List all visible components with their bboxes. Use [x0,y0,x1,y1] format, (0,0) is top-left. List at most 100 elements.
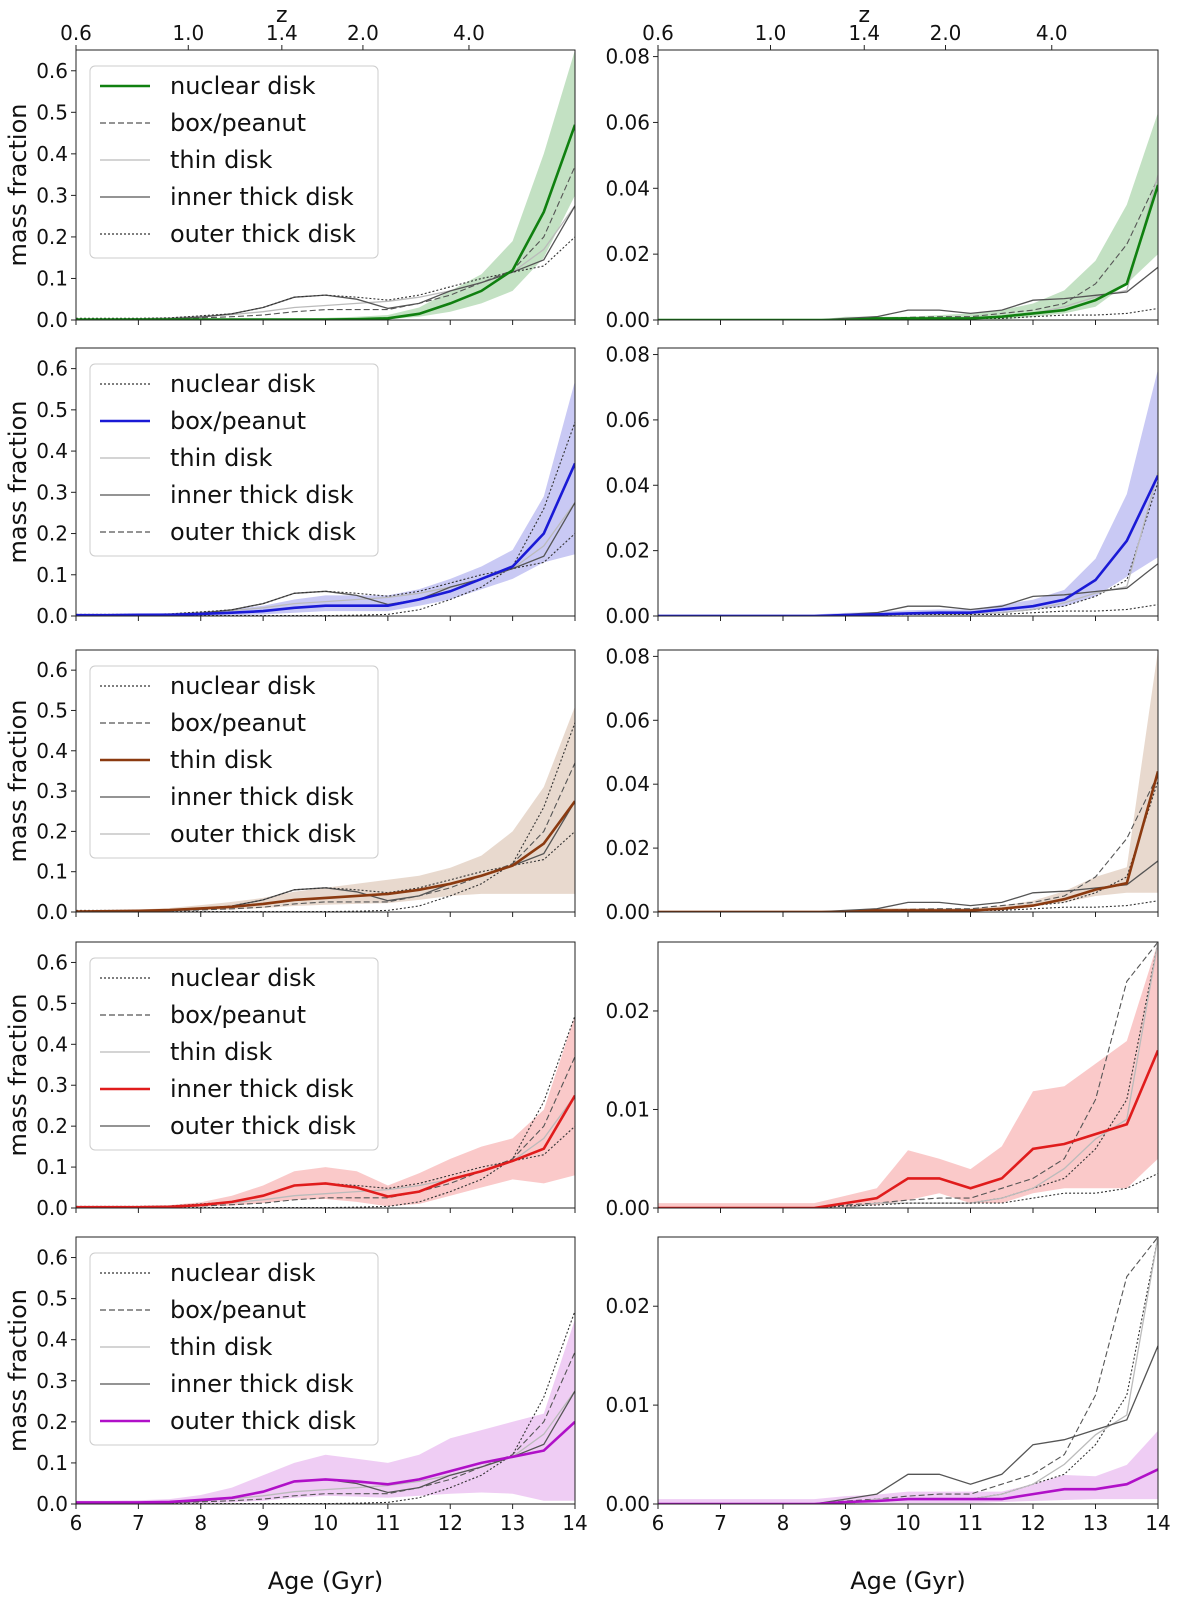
plot-area [658,369,1158,616]
y-tick-label: 0.0 [36,1196,68,1220]
y-tick-label: 0.1 [36,1155,68,1179]
x-axis-label: Age (Gyr) [268,1567,383,1595]
y-tick-label: 0.00 [605,900,650,924]
top-tick-label: 2.0 [930,21,962,45]
plot-area [658,942,1158,1208]
panel-3-right: 0.00 0.02 0.04 0.06 0.08 [605,644,1159,924]
legend-box [89,957,379,1151]
legend-label: outer thick disk [170,518,356,546]
legend-label: thin disk [170,146,273,174]
y-tick-label: 0.6 [36,59,68,83]
legend-label: outer thick disk [170,1407,356,1435]
x-tick-label: 11 [958,1511,983,1535]
y-tick-label: 0.4 [36,142,68,166]
x-tick-label: 8 [194,1511,207,1535]
x-axis-label: Age (Gyr) [850,1567,965,1595]
x-tick-label: 7 [714,1511,727,1535]
top-axis-label: z [858,3,870,28]
x-tick-label: 14 [562,1511,587,1535]
y-tick-label: 0.3 [36,183,68,207]
y-axis-label: mass fraction [4,401,32,564]
y-tick-label: 0.3 [36,779,68,803]
reference-line-box-peanut [658,942,1158,1208]
uncertainty-band [658,942,1158,1208]
y-tick-label: 0.6 [36,658,68,682]
legend-label: nuclear disk [170,964,316,992]
top-tick-label: 1.0 [755,21,787,45]
legend-entry: outer thick disk [100,220,356,248]
reference-line-outer-thick-disk [658,307,1158,320]
legend-box [89,363,379,557]
y-tick-label: 0.08 [605,343,650,367]
reference-line-inner-thick-disk [658,266,1158,320]
y-tick-label: 0.1 [36,1451,68,1475]
uncertainty-band [76,706,575,912]
y-tick-label: 0.08 [605,45,650,69]
legend-entry: inner thick disk [100,183,354,211]
y-axis-label: mass fraction [4,1289,32,1452]
main-line-inner-thick-disk [76,1094,575,1208]
y-tick-label: 0.06 [605,408,650,432]
x-tick-label: 8 [777,1511,790,1535]
legend-label: nuclear disk [170,370,316,398]
y-tick-label: 0.1 [36,860,68,884]
top-tick-label: 2.0 [347,21,379,45]
y-tick-label: 0.4 [36,739,68,763]
x-tick-label: 9 [257,1511,270,1535]
y-tick-label: 0.08 [605,644,650,668]
uncertainty-band [658,112,1158,320]
x-tick-label: 13 [1083,1511,1108,1535]
main-line-box-peanut [76,462,575,616]
y-tick-label: 0.06 [605,110,650,134]
legend-entry: nuclear disk [100,370,316,398]
reference-line-outer-thick-disk [658,604,1158,616]
y-tick-label: 0.2 [36,819,68,843]
top-tick-label: 1.4 [266,21,298,45]
x-tick-label: 11 [375,1511,400,1535]
legend-label: inner thick disk [170,481,354,509]
legend-label: box/peanut [170,1001,306,1029]
legend-entry: nuclear disk [100,964,316,992]
uncertainty-band [658,369,1158,616]
legend-entry: outer thick disk [100,820,356,848]
axes-frame [657,1236,1159,1505]
legend-label: box/peanut [170,709,306,737]
y-tick-label: 0.01 [605,1393,650,1417]
legend-label: outer thick disk [170,820,356,848]
y-tick-label: 0.02 [605,999,650,1023]
reference-line-inner-thick-disk [658,860,1158,912]
y-tick-label: 0.5 [36,698,68,722]
uncertainty-band [658,1430,1158,1504]
panel-1-right: 0.00 0.02 0.04 0.06 0.080.6 1.0 1.4 2.0 4.0 z [605,3,1159,332]
reference-line-outer-thick-disk [76,533,575,615]
reference-line-nuclear-disk [658,942,1158,1208]
reference-line-thin-disk [658,942,1158,1208]
y-tick-label: 0.00 [605,308,650,332]
legend-label: box/peanut [170,1296,306,1324]
legend-entry: inner thick disk [100,1075,354,1103]
reference-line-nuclear-disk [658,481,1158,616]
y-tick-label: 0.5 [36,991,68,1015]
panel-1-left: 0.0 0.1 0.2 0.3 0.4 0.5 0.6 0.6 1.0 1.4 2.0 4.0 z mas… [4,3,576,332]
reference-line-outer-thick-disk [658,1173,1158,1208]
top-tick-label: 1.0 [172,21,204,45]
legend-entry: outer thick disk [100,1407,356,1435]
main-line-outer-thick-disk [658,1468,1158,1504]
reference-line-nuclear-disk [658,780,1158,912]
legend-label: thin disk [170,746,273,774]
y-axis-label: mass fraction [4,104,32,267]
y-axis-label: mass fraction [4,994,32,1157]
reference-line-nuclear-disk [658,1237,1158,1504]
legend-label: outer thick disk [170,1112,356,1140]
main-line-inner-thick-disk [658,1049,1158,1208]
y-tick-label: 0.00 [605,604,650,628]
main-line-nuclear-disk [658,184,1158,320]
axes-frame [657,649,1159,913]
legend-box [89,1252,379,1446]
main-line-box-peanut [658,474,1158,616]
legend-entry: box/peanut [100,1001,306,1029]
y-tick-label: 0.0 [36,604,68,628]
legend-entry: nuclear disk [100,672,316,700]
x-tick-label: 12 [1020,1511,1045,1535]
